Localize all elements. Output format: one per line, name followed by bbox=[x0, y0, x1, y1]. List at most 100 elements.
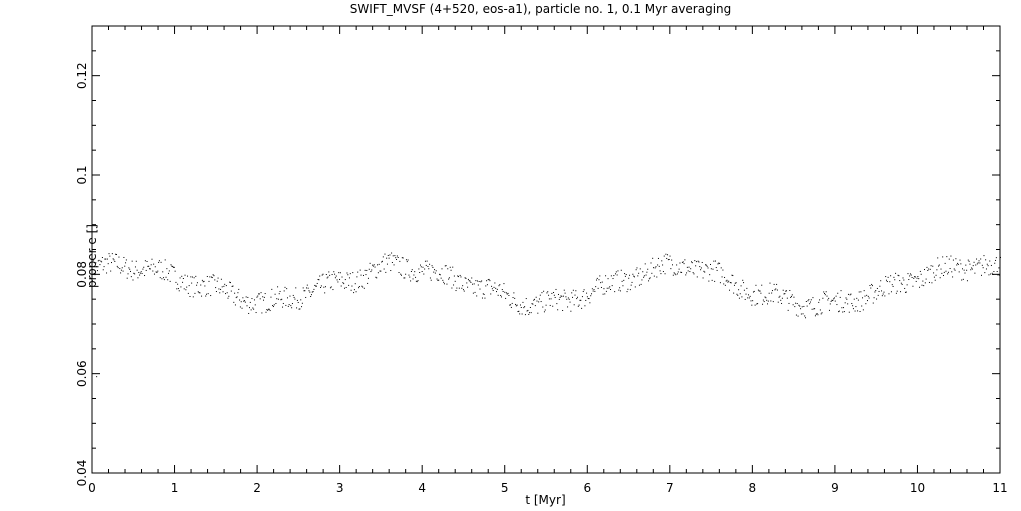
data-point bbox=[497, 294, 499, 296]
data-point bbox=[489, 280, 491, 282]
data-point bbox=[250, 309, 252, 311]
data-point bbox=[353, 292, 355, 294]
data-point bbox=[703, 270, 705, 272]
data-point bbox=[798, 304, 800, 306]
data-point bbox=[626, 291, 628, 293]
data-point bbox=[318, 279, 320, 281]
data-point bbox=[536, 300, 538, 302]
data-point bbox=[667, 259, 669, 261]
data-point bbox=[752, 300, 754, 302]
data-point bbox=[774, 289, 776, 291]
data-point bbox=[538, 301, 540, 303]
data-point bbox=[619, 290, 621, 292]
data-point bbox=[978, 260, 980, 262]
data-point bbox=[960, 263, 962, 265]
data-point bbox=[906, 284, 908, 286]
data-point bbox=[820, 313, 822, 315]
data-point bbox=[623, 279, 625, 281]
data-point bbox=[857, 299, 859, 301]
data-point bbox=[547, 291, 549, 293]
data-point bbox=[794, 306, 796, 308]
data-point bbox=[898, 275, 900, 277]
data-point bbox=[717, 263, 719, 265]
data-point bbox=[998, 267, 1000, 269]
data-point bbox=[648, 280, 650, 282]
data-point bbox=[738, 297, 740, 299]
data-point bbox=[240, 301, 242, 303]
data-point bbox=[443, 281, 445, 283]
data-point bbox=[302, 287, 304, 289]
data-point bbox=[595, 286, 597, 288]
data-point bbox=[156, 271, 158, 273]
data-point bbox=[510, 304, 512, 306]
data-point bbox=[760, 292, 762, 294]
data-point bbox=[868, 297, 870, 299]
data-point bbox=[541, 292, 543, 294]
data-point bbox=[828, 309, 830, 311]
data-point bbox=[434, 272, 436, 274]
data-point bbox=[554, 296, 556, 298]
data-point bbox=[410, 280, 412, 282]
data-point bbox=[386, 263, 388, 265]
data-point bbox=[802, 313, 804, 315]
data-point bbox=[719, 262, 721, 264]
data-point bbox=[275, 303, 277, 305]
data-point bbox=[796, 303, 798, 305]
data-point bbox=[981, 264, 983, 266]
data-point bbox=[658, 265, 660, 267]
data-point bbox=[908, 279, 910, 281]
data-point bbox=[840, 290, 842, 292]
data-point bbox=[939, 277, 941, 279]
data-point bbox=[964, 272, 966, 274]
data-point bbox=[174, 270, 176, 272]
data-point bbox=[362, 274, 364, 276]
data-point bbox=[970, 269, 972, 271]
x-tick-label: 8 bbox=[749, 481, 757, 495]
data-point bbox=[953, 268, 955, 270]
data-point bbox=[664, 273, 666, 275]
data-point bbox=[472, 283, 474, 285]
data-point bbox=[633, 276, 635, 278]
data-point bbox=[980, 274, 982, 276]
data-point bbox=[151, 258, 153, 260]
data-point bbox=[635, 269, 637, 271]
data-point bbox=[482, 293, 484, 295]
data-point bbox=[523, 307, 525, 309]
data-point bbox=[282, 302, 284, 304]
data-point bbox=[301, 302, 303, 304]
data-point bbox=[371, 269, 373, 271]
data-point bbox=[732, 275, 734, 277]
data-point bbox=[473, 283, 475, 285]
data-point bbox=[225, 293, 227, 295]
data-point bbox=[408, 274, 410, 276]
data-point bbox=[633, 275, 635, 277]
data-point bbox=[311, 291, 313, 293]
data-point bbox=[993, 271, 995, 273]
data-point bbox=[215, 291, 217, 293]
data-point bbox=[555, 288, 557, 290]
data-point bbox=[584, 305, 586, 307]
data-point bbox=[550, 298, 552, 300]
data-point bbox=[724, 284, 726, 286]
data-point bbox=[315, 285, 317, 287]
data-point bbox=[467, 286, 469, 288]
data-point bbox=[713, 260, 715, 262]
data-point bbox=[375, 276, 377, 278]
data-point bbox=[933, 276, 935, 278]
data-point bbox=[832, 300, 834, 302]
data-point bbox=[707, 267, 709, 269]
data-point bbox=[291, 307, 293, 309]
data-point bbox=[943, 271, 945, 273]
data-point bbox=[842, 311, 844, 313]
data-point bbox=[120, 272, 122, 274]
data-point bbox=[123, 256, 125, 258]
data-point bbox=[976, 263, 978, 265]
data-point bbox=[213, 275, 215, 277]
data-point bbox=[667, 254, 669, 256]
data-point bbox=[200, 284, 202, 286]
data-point bbox=[193, 277, 195, 279]
data-point bbox=[885, 279, 887, 281]
data-point bbox=[301, 306, 303, 308]
data-point bbox=[995, 257, 997, 259]
data-point bbox=[755, 284, 757, 286]
